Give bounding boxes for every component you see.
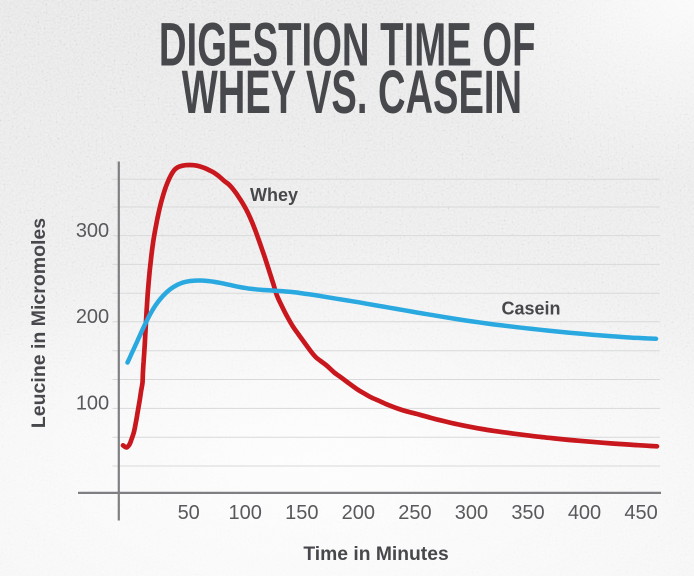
svg-text:Whey: Whey [250, 185, 298, 205]
svg-text:450: 450 [624, 502, 657, 524]
svg-text:DIGESTION TIME OF: DIGESTION TIME OF [159, 11, 536, 79]
svg-text:Casein: Casein [502, 298, 561, 318]
svg-text:100: 100 [76, 393, 109, 415]
svg-text:200: 200 [342, 502, 375, 524]
svg-text:400: 400 [568, 502, 601, 524]
svg-text:350: 350 [511, 502, 544, 524]
svg-text:50: 50 [178, 502, 200, 524]
svg-text:100: 100 [229, 502, 262, 524]
svg-text:Time in Minutes: Time in Minutes [303, 544, 448, 565]
svg-text:150: 150 [285, 502, 318, 524]
svg-text:300: 300 [76, 220, 109, 242]
svg-text:WHEY VS. CASEIN: WHEY VS. CASEIN [182, 58, 522, 126]
svg-text:200: 200 [76, 306, 109, 328]
svg-text:Leucine in Micromoles: Leucine in Micromoles [28, 218, 50, 428]
svg-text:250: 250 [398, 502, 431, 524]
svg-text:300: 300 [455, 502, 488, 524]
